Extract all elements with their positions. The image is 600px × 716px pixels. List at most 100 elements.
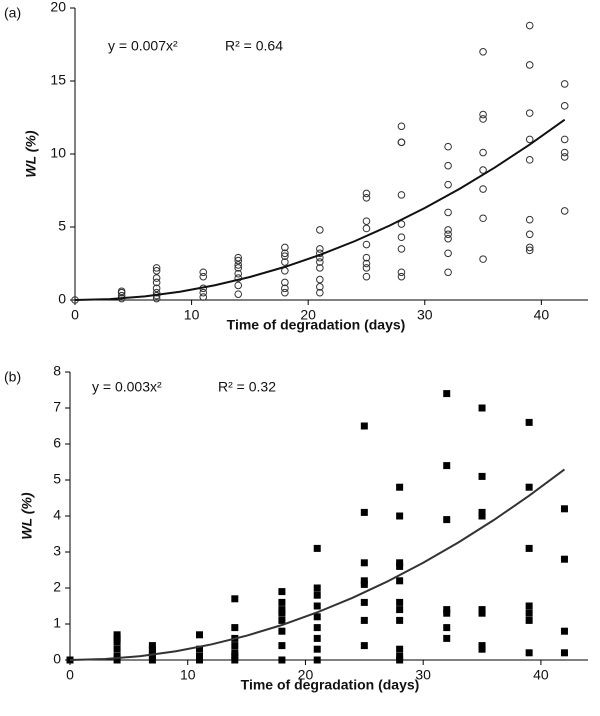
data-point [397, 191, 406, 199]
data-point [479, 255, 487, 263]
data-point [525, 230, 534, 239]
y-tick-label: 0 [58, 291, 66, 307]
data-point [360, 642, 368, 650]
data-point [113, 652, 121, 660]
x-tick-label: 10 [180, 667, 196, 683]
y-tick-label: 6 [53, 435, 61, 451]
data-point [278, 588, 286, 596]
data-point [362, 264, 371, 272]
data-point [113, 656, 121, 664]
data-point [443, 609, 451, 617]
data-point [525, 135, 534, 144]
data-point [148, 656, 156, 664]
data-point [281, 258, 289, 266]
data-point [231, 649, 239, 657]
data-point [560, 505, 568, 513]
r-squared: R² = 0.64 [225, 38, 283, 54]
data-point [479, 48, 487, 56]
data-point [525, 109, 534, 117]
data-point [397, 122, 406, 131]
data-point [396, 483, 404, 491]
data-point [444, 268, 452, 277]
y-tick-label: 10 [50, 145, 66, 161]
data-point [360, 598, 368, 606]
data-point [397, 233, 406, 242]
data-point [152, 278, 161, 287]
y-tick-label: 5 [58, 218, 66, 234]
data-point [152, 288, 161, 297]
data-point [479, 214, 487, 223]
data-point [360, 580, 368, 588]
data-point [478, 645, 486, 653]
data-point [281, 284, 289, 293]
y-tick-label: 20 [50, 0, 66, 15]
x-tick-label: 30 [417, 307, 433, 323]
data-point [281, 249, 289, 258]
y-axis-label: WL (%) [19, 492, 35, 540]
data-point [396, 606, 404, 614]
data-point [362, 272, 371, 281]
data-point [362, 194, 371, 202]
y-tick-label: 5 [53, 471, 61, 487]
data-point [362, 259, 371, 268]
data-point [281, 288, 289, 297]
data-point [560, 153, 569, 161]
y-tick-label: 15 [50, 72, 66, 88]
data-point [478, 609, 486, 617]
data-point [396, 656, 404, 664]
data-point [278, 656, 286, 664]
data-point [281, 243, 289, 252]
r-squared: R² = 0.32 [218, 379, 276, 395]
data-point [231, 642, 239, 650]
data-point [396, 616, 404, 624]
data-point [234, 269, 243, 278]
equation: y = 0.007x² [108, 38, 178, 54]
data-point [199, 268, 208, 277]
data-point [196, 631, 203, 639]
data-point [313, 624, 321, 632]
data-point [525, 246, 534, 255]
data-point [478, 508, 486, 516]
data-point [316, 245, 324, 253]
x-tick-label: 20 [300, 307, 316, 323]
data-point [444, 226, 452, 234]
data-point [278, 642, 286, 650]
data-point [560, 80, 569, 88]
data-point [397, 138, 406, 147]
data-point [560, 207, 569, 215]
data-point [362, 224, 371, 233]
data-point [152, 264, 161, 272]
x-axis-label: Time of degradation (days) [241, 677, 420, 693]
data-point [148, 645, 156, 653]
data-point [231, 656, 239, 664]
data-point [234, 264, 243, 272]
data-point [278, 616, 286, 624]
data-point [117, 288, 126, 297]
data-point [525, 616, 533, 624]
data-point [525, 243, 534, 252]
data-point [313, 634, 321, 642]
data-point [278, 627, 286, 635]
y-tick-label: 2 [53, 579, 61, 595]
data-point [444, 161, 452, 170]
data-point [525, 61, 534, 69]
data-point [148, 642, 156, 650]
x-tick-label: 0 [66, 667, 74, 683]
equation: y = 0.003x² [92, 379, 162, 395]
data-point [234, 261, 243, 269]
data-point [316, 258, 324, 266]
data-point [525, 602, 533, 610]
y-tick-label: 4 [53, 507, 61, 523]
data-point [231, 595, 239, 603]
data-point [360, 422, 368, 430]
data-point [316, 275, 324, 284]
data-point [313, 656, 321, 664]
data-point [113, 645, 121, 653]
y-tick-label: 3 [53, 543, 61, 559]
data-point [443, 516, 451, 524]
data-point [479, 110, 487, 119]
trend-line [74, 118, 566, 301]
data-point [362, 217, 371, 225]
data-point [479, 148, 487, 157]
